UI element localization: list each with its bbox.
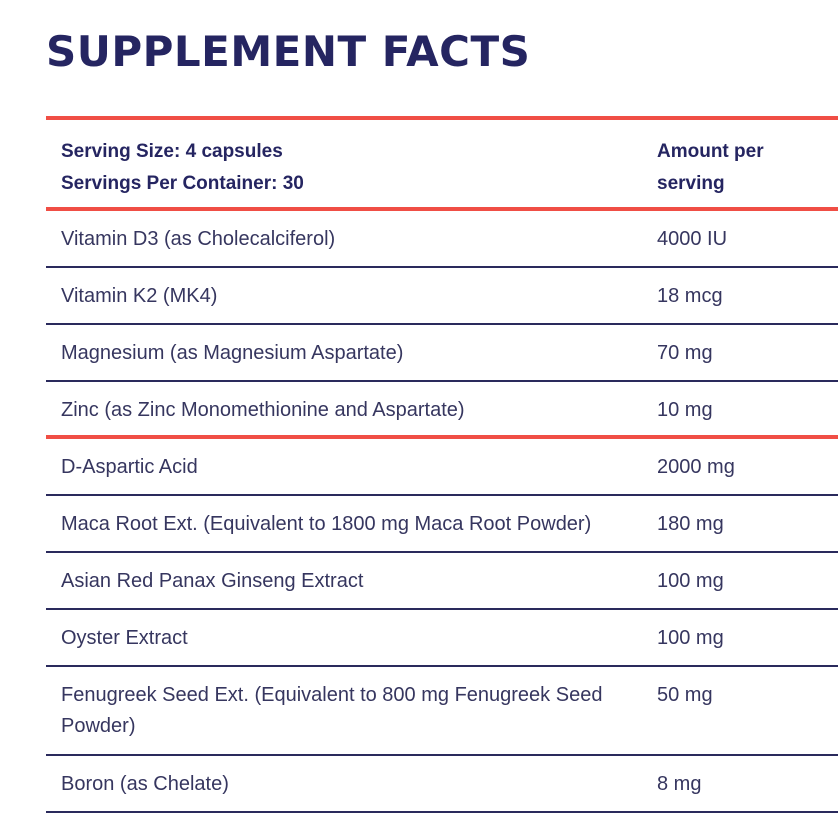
table-row: Fenugreek Seed Ext. (Equivalent to 800 m…: [46, 667, 838, 756]
table-row: Magnesium (as Magnesium Aspartate) 70 mg: [46, 325, 838, 382]
ingredient-amount: 70 mg: [657, 342, 713, 364]
ingredient-name: Vitamin K2 (MK4): [61, 285, 218, 307]
ingredient-name: Maca Root Ext. (Equivalent to 1800 mg Ma…: [61, 513, 592, 535]
ingredient-amount: 50 mg: [657, 684, 713, 706]
ingredient-amount: 100 mg: [657, 570, 724, 592]
servings-per-container-label: Servings Per Container: 30: [61, 173, 304, 194]
ingredient-name: Vitamin D3 (as Cholecalciferol): [61, 228, 336, 250]
table-row: Boron (as Chelate) 8 mg: [46, 756, 838, 813]
table-row: Oyster Extract 100 mg: [46, 610, 838, 667]
ingredient-name: Zinc (as Zinc Monomethionine and Asparta…: [61, 399, 465, 421]
table-row: Zinc (as Zinc Monomethionine and Asparta…: [46, 382, 838, 439]
ingredient-name: Magnesium (as Magnesium Aspartate): [61, 342, 404, 364]
ingredient-amount: 8 mg: [657, 773, 702, 795]
table-row: Vitamin K2 (MK4) 18 mcg: [46, 268, 838, 325]
serving-size-label: Serving Size: 4 capsules: [61, 141, 283, 162]
ingredient-amount: 10 mg: [657, 399, 713, 421]
amount-header-line1: Amount per: [657, 141, 764, 162]
table-row: Asian Red Panax Ginseng Extract 100 mg: [46, 553, 838, 610]
ingredient-amount: 100 mg: [657, 627, 724, 649]
serving-info: Serving Size: 4 capsules Servings Per Co…: [46, 136, 642, 200]
amount-column-header: Amount per serving: [642, 136, 838, 200]
ingredient-amount: 18 mcg: [657, 285, 723, 307]
supplement-facts-table: Serving Size: 4 capsules Servings Per Co…: [46, 116, 838, 813]
table-row: Maca Root Ext. (Equivalent to 1800 mg Ma…: [46, 496, 838, 553]
ingredient-name: Oyster Extract: [61, 627, 188, 649]
ingredient-name: Asian Red Panax Ginseng Extract: [61, 570, 364, 592]
ingredient-amount: 4000 IU: [657, 228, 728, 250]
amount-header-line2: serving: [657, 173, 725, 194]
ingredient-name: Boron (as Chelate): [61, 773, 229, 795]
ingredient-amount: 2000 mg: [657, 456, 735, 478]
ingredient-amount: 180 mg: [657, 513, 724, 535]
table-row: Vitamin D3 (as Cholecalciferol) 4000 IU: [46, 211, 838, 268]
table-header-row: Serving Size: 4 capsules Servings Per Co…: [46, 116, 838, 211]
page-title: SUPPLEMENT FACTS: [46, 27, 531, 76]
table-row: D-Aspartic Acid 2000 mg: [46, 439, 838, 496]
ingredient-name: Fenugreek Seed Ext. (Equivalent to 800 m…: [61, 684, 603, 737]
ingredient-name: D-Aspartic Acid: [61, 456, 198, 478]
